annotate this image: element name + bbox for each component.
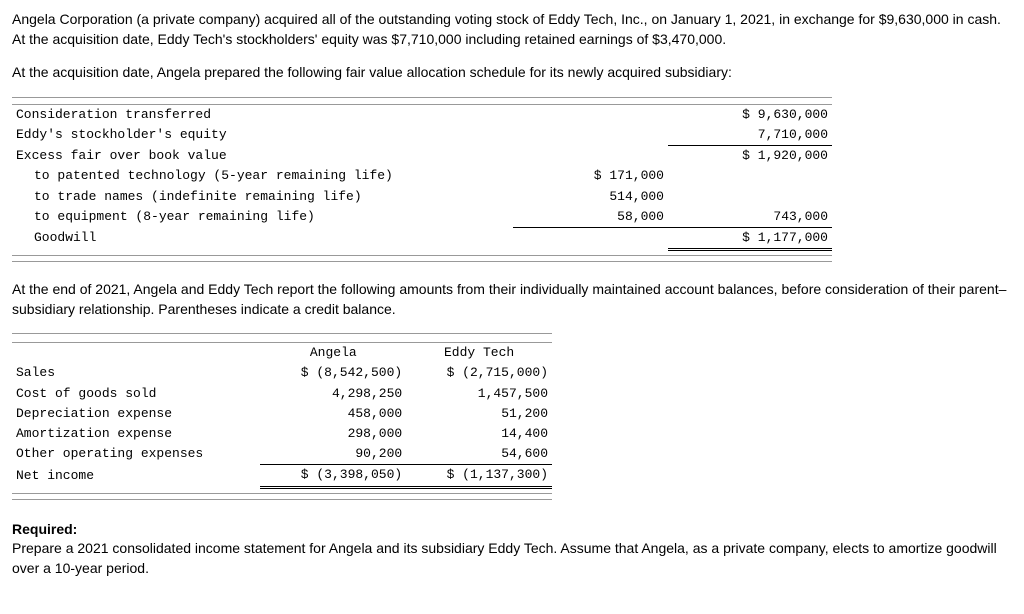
is-col-a: $ (8,542,500) <box>260 363 406 383</box>
fv-col-b <box>668 187 832 207</box>
fv-label: to equipment (8-year remaining life) <box>12 207 513 228</box>
table-row: Net income $ (3,398,050) $ (1,137,300) <box>12 465 552 487</box>
table-row: Goodwill $ 1,177,000 <box>12 227 832 249</box>
fv-col-b: $ 1,920,000 <box>668 146 832 167</box>
fv-col-b: 7,710,000 <box>668 125 832 146</box>
intro-paragraph-2: At the acquisition date, Angela prepared… <box>12 63 1012 83</box>
is-col-a: 458,000 <box>260 404 406 424</box>
is-label: Cost of goods sold <box>12 384 260 404</box>
fv-col-a <box>513 125 668 146</box>
is-col-b: 14,400 <box>406 424 552 444</box>
is-col-b: 1,457,500 <box>406 384 552 404</box>
fv-label: Goodwill <box>12 227 513 249</box>
is-label: Net income <box>12 465 260 487</box>
fv-col-b: $ 1,177,000 <box>668 227 832 249</box>
intro-paragraph-3: At the end of 2021, Angela and Eddy Tech… <box>12 280 1012 319</box>
required-text: Prepare a 2021 consolidated income state… <box>12 540 997 576</box>
intro-paragraph-1: Angela Corporation (a private company) a… <box>12 10 1012 49</box>
table-row: Amortization expense 298,000 14,400 <box>12 424 552 444</box>
is-col-b: $ (1,137,300) <box>406 465 552 487</box>
fv-label: Consideration transferred <box>12 104 513 125</box>
rule <box>12 493 552 500</box>
is-col-a: 90,200 <box>260 444 406 465</box>
table-row: Depreciation expense 458,000 51,200 <box>12 404 552 424</box>
is-col-b: 51,200 <box>406 404 552 424</box>
is-label: Depreciation expense <box>12 404 260 424</box>
fv-label: Excess fair over book value <box>12 146 513 167</box>
is-label: Other operating expenses <box>12 444 260 465</box>
is-col-a: $ (3,398,050) <box>260 465 406 487</box>
table-row: to patented technology (5-year remaining… <box>12 166 832 186</box>
fv-col-a <box>513 227 668 249</box>
required-section: Required: Prepare a 2021 consolidated in… <box>12 520 1012 579</box>
fv-col-b: $ 9,630,000 <box>668 104 832 125</box>
table-row: Excess fair over book value $ 1,920,000 <box>12 146 832 167</box>
fv-label: to patented technology (5-year remaining… <box>12 166 513 186</box>
income-statement-table: Angela Eddy Tech Sales $ (8,542,500) $ (… <box>12 333 552 488</box>
rule <box>12 255 832 262</box>
table-row: Sales $ (8,542,500) $ (2,715,000) <box>12 363 552 383</box>
table-row: Eddy's stockholder's equity 7,710,000 <box>12 125 832 146</box>
fv-col-a: $ 171,000 <box>513 166 668 186</box>
table-row: to equipment (8-year remaining life) 58,… <box>12 207 832 228</box>
table-header: Angela Eddy Tech <box>12 343 552 364</box>
fv-col-b: 743,000 <box>668 207 832 228</box>
is-col-b: $ (2,715,000) <box>406 363 552 383</box>
col-eddy: Eddy Tech <box>406 343 552 364</box>
is-label: Amortization expense <box>12 424 260 444</box>
fv-col-b <box>668 166 832 186</box>
fv-col-a <box>513 104 668 125</box>
fv-col-a: 58,000 <box>513 207 668 228</box>
fair-value-schedule: Consideration transferred $ 9,630,000 Ed… <box>12 97 832 251</box>
table-row: Consideration transferred $ 9,630,000 <box>12 104 832 125</box>
is-col-a: 4,298,250 <box>260 384 406 404</box>
table-row: to trade names (indefinite remaining lif… <box>12 187 832 207</box>
table-row: Other operating expenses 90,200 54,600 <box>12 444 552 465</box>
col-angela: Angela <box>260 343 406 364</box>
fv-col-a: 514,000 <box>513 187 668 207</box>
fv-label: Eddy's stockholder's equity <box>12 125 513 146</box>
fv-label: to trade names (indefinite remaining lif… <box>12 187 513 207</box>
table-row: Cost of goods sold 4,298,250 1,457,500 <box>12 384 552 404</box>
required-label: Required: <box>12 521 77 537</box>
is-col-b: 54,600 <box>406 444 552 465</box>
is-col-a: 298,000 <box>260 424 406 444</box>
is-label: Sales <box>12 363 260 383</box>
fv-col-a <box>513 146 668 167</box>
